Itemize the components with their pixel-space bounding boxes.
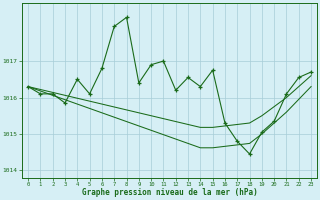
X-axis label: Graphe pression niveau de la mer (hPa): Graphe pression niveau de la mer (hPa) (82, 188, 258, 197)
